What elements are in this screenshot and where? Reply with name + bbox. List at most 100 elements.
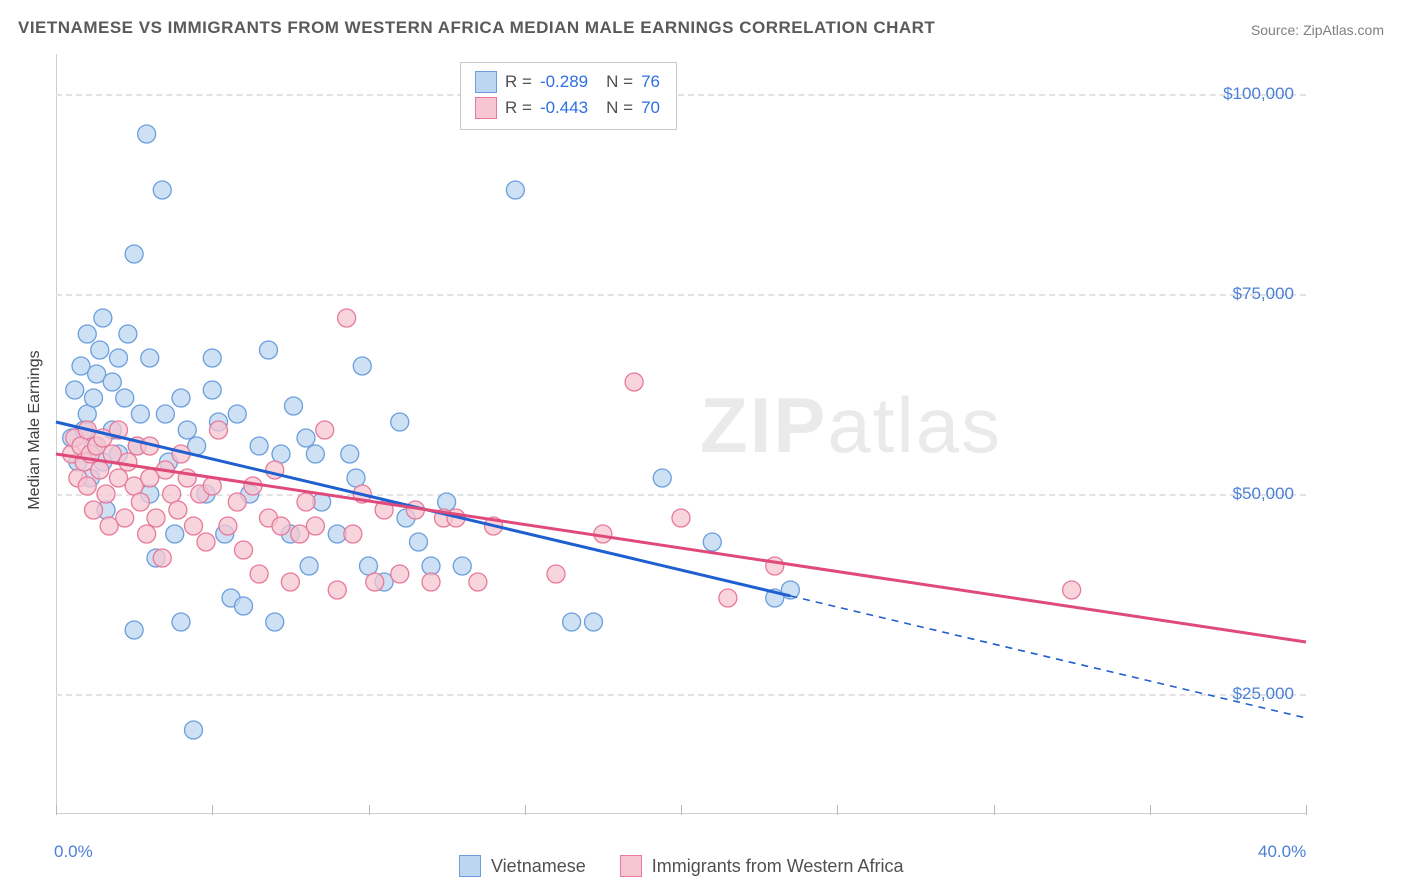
data-point	[306, 445, 324, 463]
data-point	[306, 517, 324, 535]
x-tick	[1306, 805, 1307, 815]
data-point	[585, 613, 603, 631]
data-point	[85, 501, 103, 519]
data-point	[719, 589, 737, 607]
data-point	[172, 389, 190, 407]
data-point	[422, 573, 440, 591]
data-point	[297, 429, 315, 447]
data-point	[119, 453, 137, 471]
data-point	[156, 405, 174, 423]
data-point	[438, 493, 456, 511]
data-point	[338, 309, 356, 327]
data-point	[272, 517, 290, 535]
data-point	[410, 533, 428, 551]
data-point	[297, 493, 315, 511]
data-point	[625, 373, 643, 391]
data-point	[97, 485, 115, 503]
source-label: Source: ZipAtlas.com	[1251, 22, 1384, 38]
data-point	[228, 405, 246, 423]
legend-r-label: R =	[505, 98, 532, 118]
data-point	[66, 381, 84, 399]
legend-swatch	[459, 855, 481, 877]
data-point	[169, 501, 187, 519]
x-axis-min-label: 0.0%	[54, 842, 93, 862]
legend-n-label: N =	[606, 72, 633, 92]
series-vietnamese	[63, 125, 800, 739]
data-point	[203, 349, 221, 367]
legend-n-value: 76	[641, 72, 660, 92]
data-point	[141, 349, 159, 367]
data-point	[391, 413, 409, 431]
data-point	[235, 597, 253, 615]
data-point	[563, 613, 581, 631]
data-point	[506, 181, 524, 199]
data-point	[131, 405, 149, 423]
legend-row-vietnamese: R = -0.289 N = 76	[475, 69, 660, 95]
data-point	[672, 509, 690, 527]
legend-swatch	[475, 97, 497, 119]
data-point	[116, 509, 134, 527]
data-point	[228, 493, 246, 511]
data-point	[125, 245, 143, 263]
x-axis-max-label: 40.0%	[1258, 842, 1306, 862]
data-point	[103, 373, 121, 391]
legend-series: Vietnamese Immigrants from Western Africa	[459, 855, 903, 877]
data-point	[703, 533, 721, 551]
data-point	[344, 525, 362, 543]
data-point	[266, 613, 284, 631]
legend-n-label: N =	[606, 98, 633, 118]
legend-n-value: 70	[641, 98, 660, 118]
data-point	[235, 541, 253, 559]
legend-r-label: R =	[505, 72, 532, 92]
y-axis-label: Median Male Earnings	[26, 350, 44, 509]
data-point	[78, 477, 96, 495]
trend-line-extrapolated-vietnamese	[790, 596, 1306, 718]
legend-r-value: -0.443	[540, 98, 588, 118]
data-point	[185, 517, 203, 535]
data-point	[153, 549, 171, 567]
data-point	[1063, 581, 1081, 599]
data-point	[94, 309, 112, 327]
legend-correlation: R = -0.289 N = 76 R = -0.443 N = 70	[460, 62, 677, 130]
data-point	[272, 445, 290, 463]
data-point	[78, 325, 96, 343]
data-point	[219, 517, 237, 535]
legend-label: Vietnamese	[491, 856, 586, 877]
data-point	[125, 621, 143, 639]
legend-row-waf: R = -0.443 N = 70	[475, 95, 660, 121]
data-point	[360, 557, 378, 575]
data-point	[210, 421, 228, 439]
legend-item-waf: Immigrants from Western Africa	[620, 855, 904, 877]
data-point	[341, 445, 359, 463]
data-point	[110, 349, 128, 367]
data-point	[316, 421, 334, 439]
data-point	[163, 485, 181, 503]
scatter-plot	[56, 54, 1306, 814]
data-point	[285, 397, 303, 415]
data-point	[422, 557, 440, 575]
data-point	[300, 557, 318, 575]
data-point	[653, 469, 671, 487]
legend-r-value: -0.289	[540, 72, 588, 92]
data-point	[197, 533, 215, 551]
data-point	[203, 381, 221, 399]
data-point	[178, 421, 196, 439]
data-point	[116, 389, 134, 407]
data-point	[119, 325, 137, 343]
data-point	[469, 573, 487, 591]
data-point	[366, 573, 384, 591]
data-point	[328, 581, 346, 599]
data-point	[166, 525, 184, 543]
legend-swatch	[620, 855, 642, 877]
data-point	[153, 181, 171, 199]
data-point	[147, 509, 165, 527]
data-point	[353, 357, 371, 375]
data-point	[453, 557, 471, 575]
data-point	[91, 461, 109, 479]
data-point	[138, 125, 156, 143]
data-point	[391, 565, 409, 583]
data-point	[131, 493, 149, 511]
data-point	[85, 389, 103, 407]
legend-swatch	[475, 71, 497, 93]
chart-title: VIETNAMESE VS IMMIGRANTS FROM WESTERN AF…	[18, 18, 935, 38]
